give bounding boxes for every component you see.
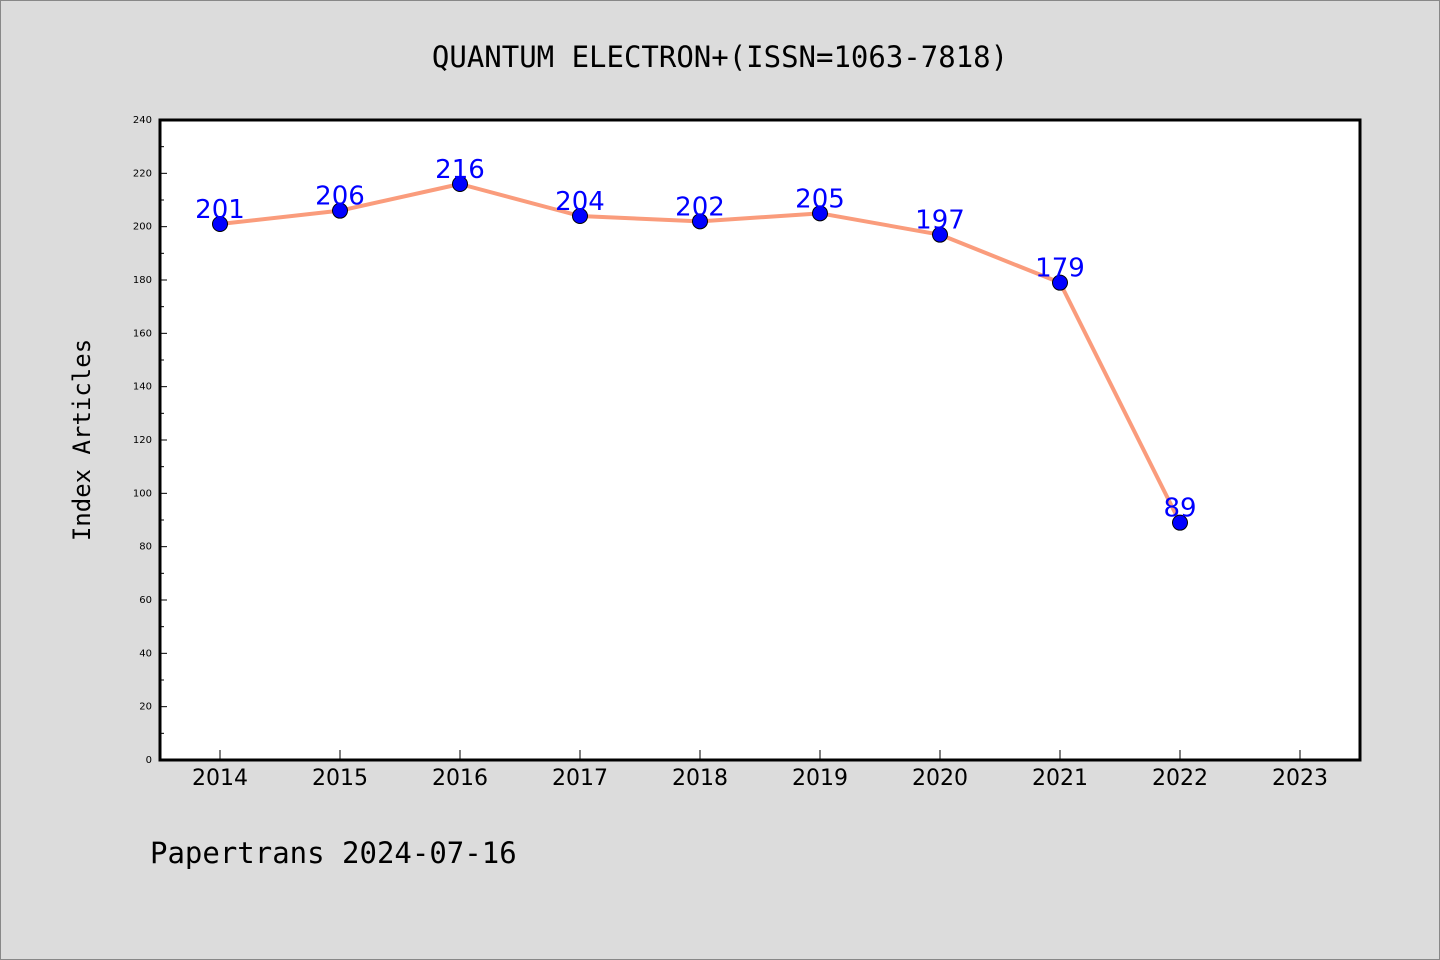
data-label: 216 <box>435 155 485 185</box>
footer-credit: Papertrans 2024-07-16 <box>150 836 517 870</box>
x-tick-label: 2021 <box>1032 766 1088 791</box>
x-tick-label: 2022 <box>1152 766 1208 791</box>
data-label: 204 <box>555 187 605 217</box>
y-tick-label: 120 <box>133 435 152 446</box>
y-tick-label: 240 <box>133 115 152 126</box>
x-tick-label: 2020 <box>912 766 968 791</box>
chart-title: QUANTUM ELECTRON+(ISSN=1063-7818) <box>432 40 1008 74</box>
x-tick-label: 2014 <box>192 766 248 791</box>
x-axis-ticks: 2014 2015 2016 2017 2018 2019 2020 2021 2022 2023 <box>192 750 1328 791</box>
x-tick-label: 2016 <box>432 766 488 791</box>
x-tick-label: 2019 <box>792 766 848 791</box>
x-tick-label: 2018 <box>672 766 728 791</box>
y-tick-label: 80 <box>139 542 152 553</box>
data-point <box>932 226 948 243</box>
y-tick-label: 0 <box>146 755 152 766</box>
x-tick-label: 2017 <box>552 766 608 791</box>
data-label: 202 <box>675 192 725 222</box>
y-tick-label: 60 <box>139 595 152 606</box>
y-tick-label: 160 <box>133 328 152 339</box>
y-tick-label: 180 <box>133 275 152 286</box>
y-axis-ticks: 0 20 40 60 80 100 120 140 160 180 200 220 240 <box>133 115 167 766</box>
x-tick-label: 2015 <box>312 766 368 791</box>
data-point <box>212 216 228 232</box>
data-label: 179 <box>1035 254 1085 284</box>
data-point <box>692 213 708 230</box>
data-label: 197 <box>915 206 965 236</box>
data-point <box>572 208 588 224</box>
data-point <box>332 202 348 219</box>
y-tick-label: 140 <box>133 382 152 393</box>
plot-area <box>158 118 1362 762</box>
data-label: 201 <box>195 195 245 225</box>
data-point <box>1172 514 1188 531</box>
data-label: 89 <box>1163 494 1196 524</box>
data-label: 206 <box>315 182 365 212</box>
y-tick-label: 20 <box>139 702 152 713</box>
y-tick-label: 200 <box>133 222 152 233</box>
data-label: 205 <box>795 184 845 214</box>
y-tick-label: 220 <box>133 168 152 179</box>
y-axis-label: Index Articles <box>68 339 96 541</box>
data-point <box>1052 274 1068 291</box>
series-layer: 201 206 216 204 202 205 197 179 89 <box>195 155 1197 531</box>
data-point <box>812 205 828 222</box>
x-tick-label: 2023 <box>1272 766 1328 791</box>
y-tick-label: 100 <box>133 488 152 499</box>
y-tick-label: 40 <box>139 648 152 659</box>
data-point <box>452 176 468 192</box>
